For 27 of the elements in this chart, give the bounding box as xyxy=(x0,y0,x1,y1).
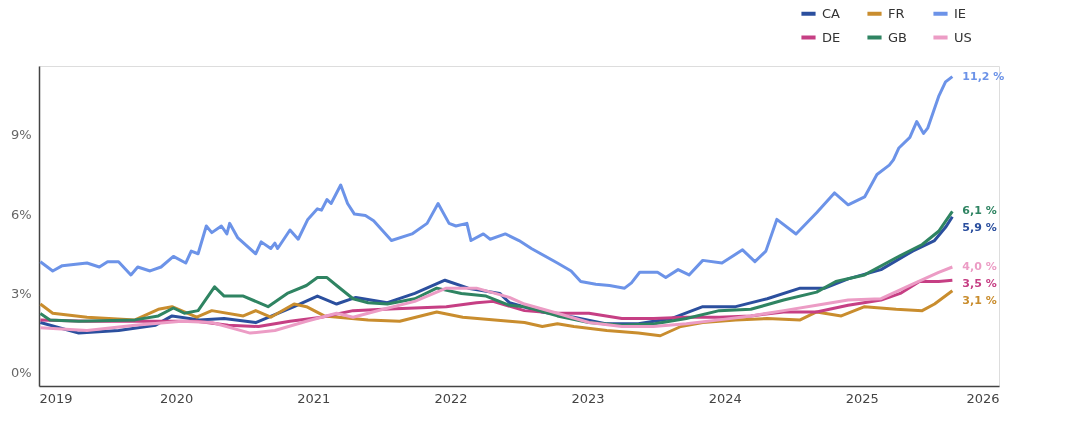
line-series xyxy=(38,289,954,338)
data-label: 5,9 % xyxy=(962,221,997,235)
data-label: 3,5 % xyxy=(962,276,997,290)
x-tick-label: 2026 xyxy=(966,390,1000,406)
y-tick-label: 0% xyxy=(10,365,32,381)
y-tick-label: 9% xyxy=(10,127,32,143)
x-tick-label: 2019 xyxy=(39,390,73,406)
y-tick-label: 3% xyxy=(10,285,32,301)
legend-label: GB xyxy=(888,29,907,45)
legend-label: DE xyxy=(822,29,841,45)
x-tick-label: 2024 xyxy=(708,390,742,406)
legend-label: FR xyxy=(888,5,905,21)
line-series xyxy=(38,75,954,290)
legend-label: IE xyxy=(954,5,967,21)
data-label: 3,1 % xyxy=(962,293,997,307)
x-tick-label: 2021 xyxy=(297,390,331,406)
legend-label: CA xyxy=(822,5,841,21)
x-tick-label: 2022 xyxy=(434,390,468,406)
line-series xyxy=(38,265,954,335)
data-label: 4,0 % xyxy=(962,259,997,273)
x-tick-label: 2023 xyxy=(571,390,605,406)
y-tick-label: 6% xyxy=(10,206,32,222)
data-label: 6,1 % xyxy=(962,204,997,218)
legend-label: US xyxy=(954,29,972,45)
data-label: 11,2 % xyxy=(962,69,1005,83)
x-tick-label: 2020 xyxy=(160,390,194,406)
x-tick-label: 2025 xyxy=(845,390,879,406)
